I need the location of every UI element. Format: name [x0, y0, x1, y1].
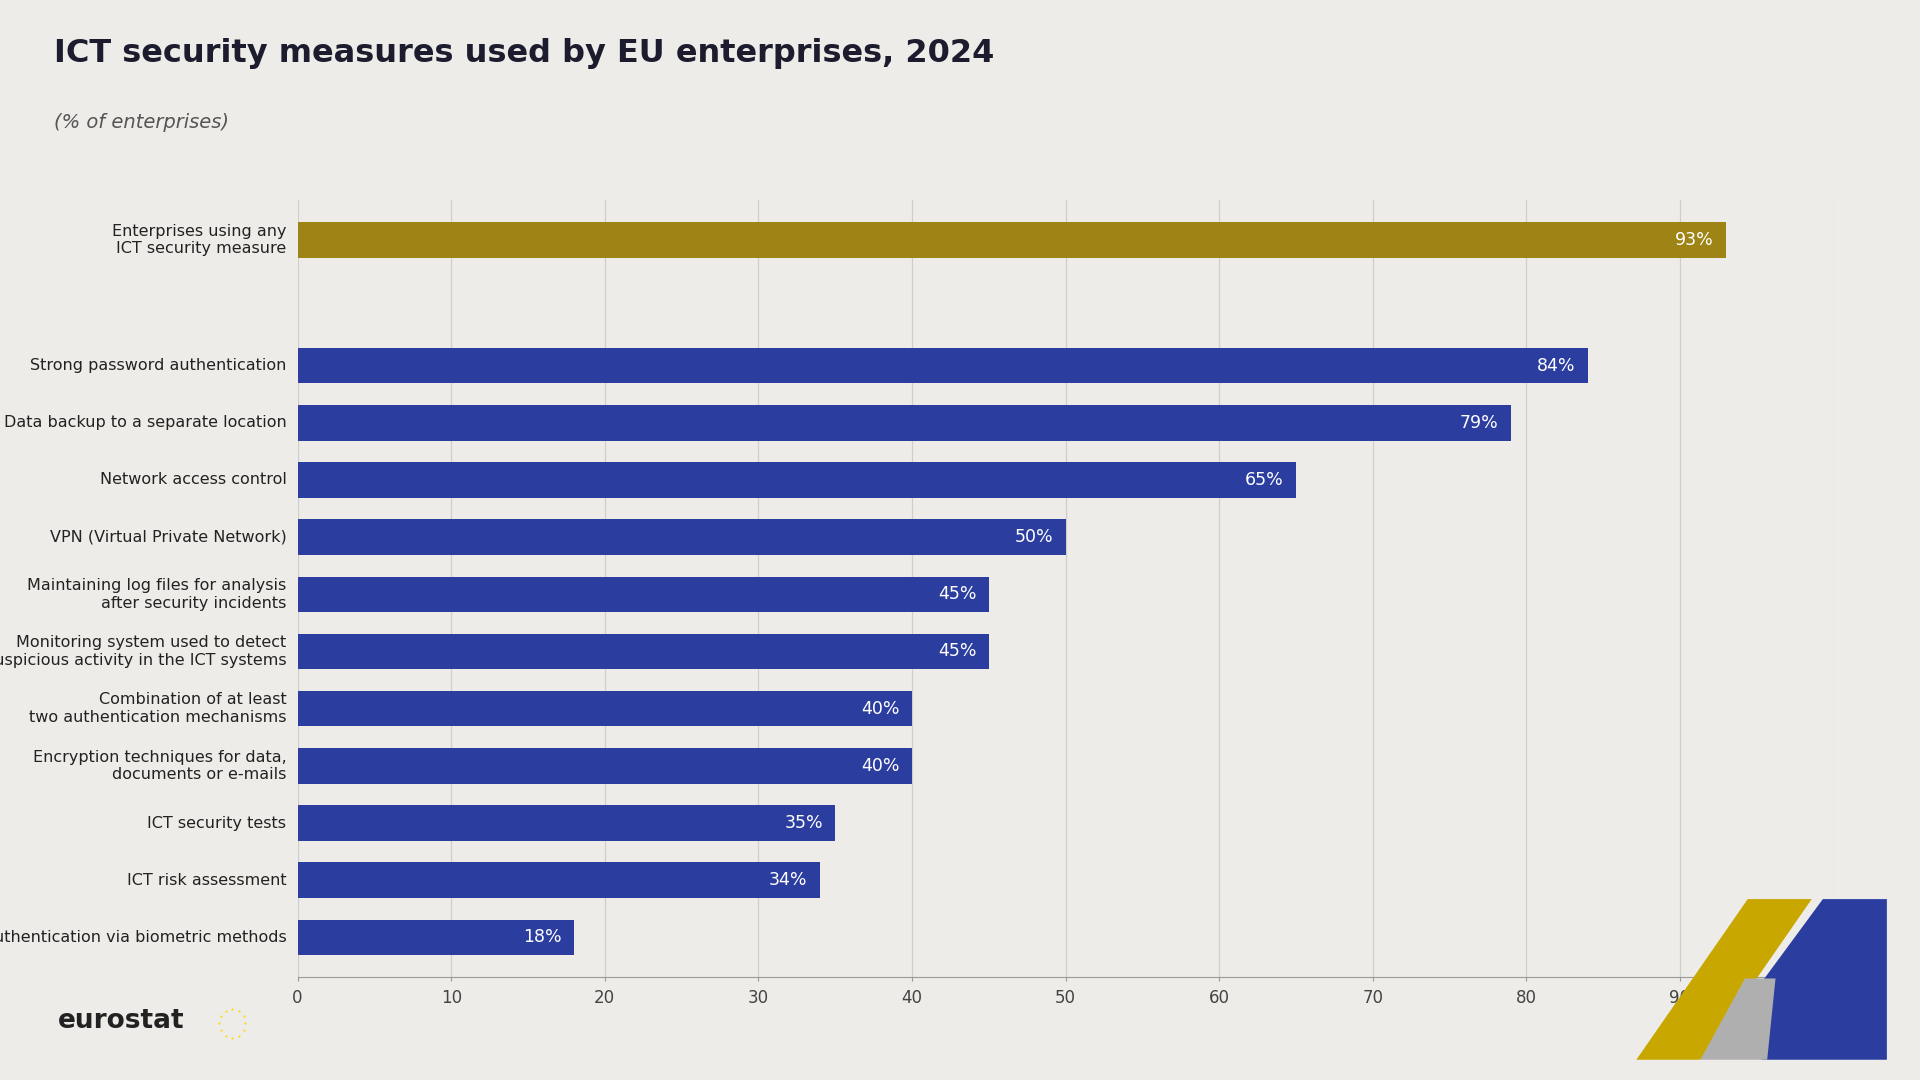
Bar [298, 405, 1511, 441]
Bar [298, 920, 574, 955]
Text: 45%: 45% [939, 585, 977, 604]
Bar [298, 748, 912, 784]
Text: 65%: 65% [1244, 471, 1284, 489]
Text: 18%: 18% [522, 929, 563, 946]
Text: 93%: 93% [1674, 231, 1715, 248]
Polygon shape [1763, 899, 1887, 1059]
Bar [298, 462, 1296, 498]
Text: 34%: 34% [770, 872, 808, 889]
Text: 35%: 35% [783, 814, 824, 832]
Text: 40%: 40% [862, 757, 900, 774]
Text: (% of enterprises): (% of enterprises) [54, 113, 228, 133]
Text: 40%: 40% [862, 700, 900, 718]
Bar [298, 519, 1066, 555]
Polygon shape [1636, 899, 1812, 1059]
Text: eurostat: eurostat [58, 1008, 184, 1034]
Bar [298, 348, 1588, 383]
Bar [298, 863, 820, 897]
Text: ICT security measures used by EU enterprises, 2024: ICT security measures used by EU enterpr… [54, 38, 995, 69]
Text: 84%: 84% [1538, 356, 1576, 375]
Bar [298, 806, 835, 840]
Text: 79%: 79% [1459, 414, 1500, 432]
Bar [298, 222, 1726, 257]
Polygon shape [1701, 978, 1776, 1059]
Bar [298, 634, 989, 670]
Bar [298, 577, 989, 612]
Bar [298, 691, 912, 727]
Text: 45%: 45% [939, 643, 977, 661]
Text: 50%: 50% [1014, 528, 1054, 546]
